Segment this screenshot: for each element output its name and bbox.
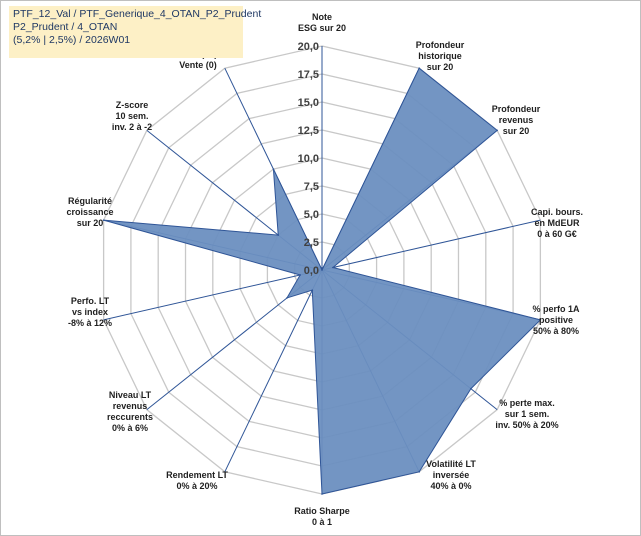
axis-label: Profondeur revenus sur 20 xyxy=(492,104,541,136)
series-point xyxy=(272,168,275,170)
series-point xyxy=(496,129,498,132)
series-point xyxy=(418,67,420,69)
axis-label-line: -8% à 12% xyxy=(68,318,112,328)
radar-series xyxy=(102,67,542,495)
axis-label: Ratio Sharpe 0 à 1 xyxy=(294,506,350,527)
tick-label: 12,5 xyxy=(298,125,319,137)
axis-spoke xyxy=(224,269,323,473)
axis-label: Note ESG sur 20 xyxy=(298,12,346,33)
axis-label-line: Ratio Sharpe xyxy=(294,506,350,516)
axis-label: Niveau LT revenus reccurents 0% à 6% xyxy=(107,390,153,433)
series-point xyxy=(418,471,420,473)
axis-label-line: inversée xyxy=(433,470,470,480)
axis-label-line: Z-score xyxy=(116,100,149,110)
axis-label-line: 0 à 1 xyxy=(312,517,332,527)
axis-label-line: sur 20 xyxy=(427,62,454,72)
axis-label-line: en MdEUR xyxy=(535,218,581,228)
axis-label: Capi. bours. en MdEUR 0 à 60 G€ xyxy=(531,207,583,239)
axis-label-line: 0 à 60 G€ xyxy=(537,229,577,239)
axis-label: % perfo 1A positive 50% à 80% xyxy=(532,304,580,336)
series-point xyxy=(277,234,280,236)
axis-label-line: 10 sem. xyxy=(115,111,148,121)
axis-label-line: Perfo. LT xyxy=(71,296,110,306)
axis-label: Profondeur historique sur 20 xyxy=(416,40,465,72)
axis-label-line: positive xyxy=(539,315,573,325)
portfolio-info-line-3: (5,2% | 2,5%) / 2026W01 xyxy=(13,34,131,46)
series-point xyxy=(321,493,323,495)
portfolio-info-line-2: P2_Prudent / 4_OTAN xyxy=(13,21,118,33)
tick-label: 20,0 xyxy=(298,41,319,53)
axis-label-line: sur 1 sem. xyxy=(505,409,550,419)
axis-label: % perte max. sur 1 sem. inv. 50% à 20% xyxy=(495,398,558,430)
series-point xyxy=(470,387,472,390)
axis-label-line: % perte max. xyxy=(499,398,555,408)
axis-label: Perfo. LT vs index -8% à 12% xyxy=(68,296,112,328)
axis-label-line: 0% à 20% xyxy=(176,481,217,491)
axis-label-line: ESG sur 20 xyxy=(298,23,346,33)
portfolio-info-box: PTF_12_Val / PTF_Generique_4_OTAN_P2_Pru… xyxy=(9,6,262,58)
axis-label-line: revenus xyxy=(113,401,148,411)
tick-label: 2,5 xyxy=(304,237,319,249)
axis-label-line: Profondeur xyxy=(416,40,465,50)
axis-label-line: sur 20 xyxy=(503,126,530,136)
tick-label: 17,5 xyxy=(298,69,319,81)
axis-label-line: croissance xyxy=(66,207,113,217)
tick-label: 0,0 xyxy=(304,265,319,277)
axis-label-line: 0% à 6% xyxy=(112,423,148,433)
axis-label-line: % perfo 1A xyxy=(532,304,580,314)
axis-spoke xyxy=(321,219,541,271)
axis-label-line: historique xyxy=(418,51,462,61)
axis-label-line: Rendement LT xyxy=(166,470,228,480)
axis-label-line: 40% à 0% xyxy=(430,481,471,491)
axis-label-line: Profondeur xyxy=(492,104,541,114)
axis-label-line: Volatilité LT xyxy=(426,459,476,469)
series-point xyxy=(102,219,105,221)
axis-label: Rendement LT 0% à 20% xyxy=(166,470,228,491)
tick-label: 5,0 xyxy=(304,209,319,221)
axis-label-line: Régularité xyxy=(68,196,112,206)
series-point xyxy=(539,319,542,321)
axis-label: Volatilité LT inversée 40% à 0% xyxy=(426,459,476,491)
tick-label: 10,0 xyxy=(298,153,319,165)
axis-label-line: Capi. bours. xyxy=(531,207,583,217)
portfolio-info-line-1: PTF_12_Val / PTF_Generique_4_OTAN_P2_Pru… xyxy=(13,8,262,20)
axis-label-line: 50% à 80% xyxy=(533,326,579,336)
axis-label-line: inv. 50% à 20% xyxy=(495,420,558,430)
series-point xyxy=(299,274,301,276)
series-point xyxy=(286,297,288,299)
tick-label: 7,5 xyxy=(304,181,319,193)
axis-label-line: sur 20 xyxy=(77,218,104,228)
axis-label-line: reccurents xyxy=(107,412,153,422)
series-point xyxy=(321,269,323,271)
series-point xyxy=(332,266,334,269)
radar-tick-labels: 0,0 2,5 5,0 7,5 10,0 12,5 15,0 17,5 20,0 xyxy=(298,41,319,277)
axis-label-line: revenus xyxy=(499,115,534,125)
series-point xyxy=(311,289,314,291)
tick-label: 15,0 xyxy=(298,97,319,109)
axis-label-line: Note xyxy=(312,12,332,22)
axis-label-line: Niveau LT xyxy=(109,390,152,400)
axis-label: Régularité croissance sur 20 xyxy=(66,196,113,228)
axis-label-line: inv. 2 à -2 xyxy=(112,122,152,132)
axis-label-line: vs index xyxy=(72,307,108,317)
axis-spoke xyxy=(103,269,323,321)
axis-label: Z-score 10 sem. inv. 2 à -2 xyxy=(112,100,152,132)
axis-label-line: Vente (0) xyxy=(179,60,217,70)
